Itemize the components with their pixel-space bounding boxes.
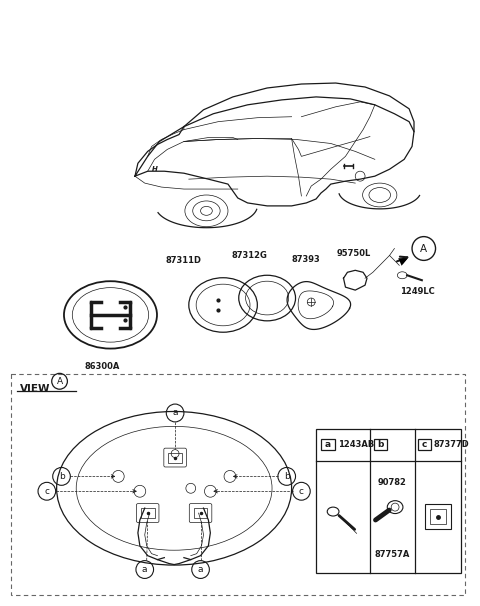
- Text: 86300A: 86300A: [85, 362, 120, 371]
- Text: 1249LC: 1249LC: [399, 287, 434, 296]
- Text: H: H: [152, 166, 157, 172]
- Text: 87393: 87393: [292, 255, 321, 264]
- Text: 87311D: 87311D: [166, 256, 202, 265]
- Text: A: A: [57, 377, 62, 386]
- Text: 1243AB: 1243AB: [337, 440, 374, 449]
- Text: a: a: [198, 565, 204, 574]
- Text: b: b: [59, 472, 64, 481]
- Text: a: a: [142, 565, 147, 574]
- Text: b: b: [377, 440, 384, 449]
- Text: VIEW: VIEW: [21, 384, 51, 395]
- Text: c: c: [422, 440, 427, 449]
- Text: c: c: [299, 487, 304, 496]
- Text: c: c: [44, 487, 49, 496]
- Polygon shape: [344, 270, 367, 290]
- Text: a: a: [172, 408, 178, 418]
- Text: b: b: [284, 472, 289, 481]
- Text: 95750L: 95750L: [336, 250, 371, 258]
- Text: a: a: [325, 440, 331, 449]
- Text: 87757A: 87757A: [374, 550, 410, 559]
- Text: 90782: 90782: [378, 478, 407, 487]
- Text: 87377D: 87377D: [433, 440, 469, 449]
- Text: 87312G: 87312G: [231, 251, 267, 261]
- Text: A: A: [420, 244, 427, 253]
